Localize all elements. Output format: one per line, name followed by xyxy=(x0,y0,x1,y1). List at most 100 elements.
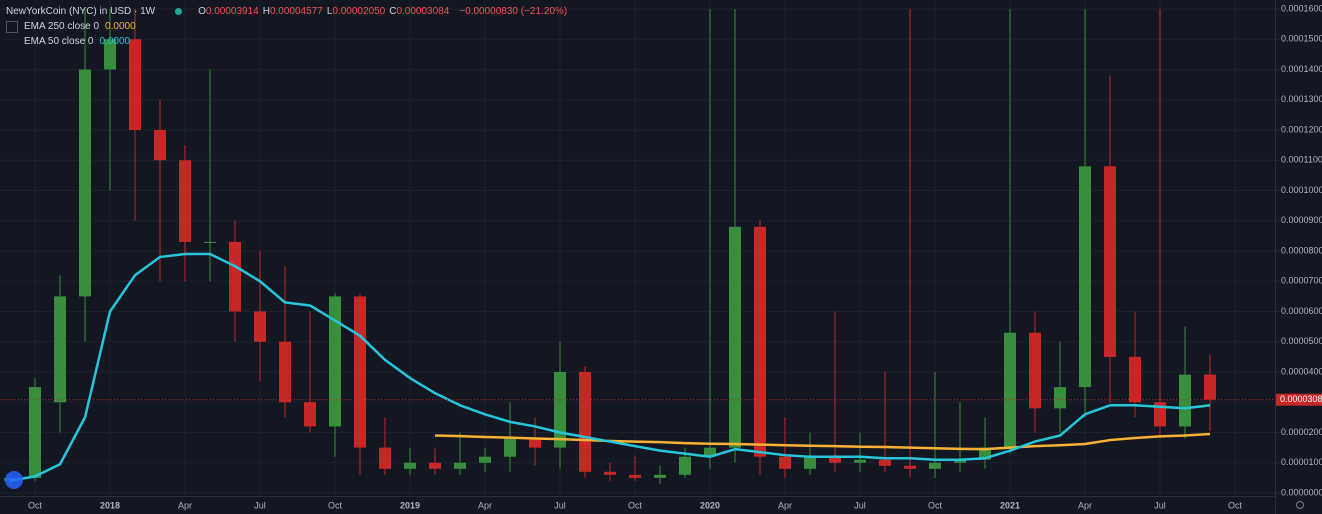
candle-body xyxy=(429,462,441,469)
legend-item: EMA 250 close 0 0.0000 xyxy=(6,19,567,34)
candle-body xyxy=(229,241,241,312)
candle-body xyxy=(529,438,541,448)
ohlc-value: 0.00003084 xyxy=(396,6,450,17)
legend-label: EMA 250 close 0 xyxy=(24,21,100,32)
ohlc: O0.00003914 H0.00004577 L0.00002050 C0.0000… xyxy=(198,4,453,19)
candle-body xyxy=(579,372,591,472)
candle-body xyxy=(1129,356,1141,403)
candle-body xyxy=(679,456,691,475)
ohlc-value: 0.00004577 xyxy=(269,6,323,17)
candle-body xyxy=(279,341,291,403)
x-tick-label: Oct xyxy=(1228,500,1243,510)
candle-body xyxy=(1104,166,1116,357)
settings-icon[interactable] xyxy=(1296,501,1304,509)
legend-label: EMA 50 close 0 xyxy=(24,36,94,47)
candle-body xyxy=(954,459,966,463)
candle-body xyxy=(404,462,416,469)
x-tick-label: Jul xyxy=(554,500,566,510)
x-tick-label: Oct xyxy=(328,500,343,510)
ohlc-value: 0.00002050 xyxy=(332,6,386,17)
candle-body xyxy=(204,241,216,243)
axes: 0.000000000.000010000.000020000.00003000… xyxy=(28,3,1322,510)
candle-body xyxy=(154,130,166,161)
x-tick-label: Apr xyxy=(178,500,192,510)
candle-body xyxy=(1079,166,1091,388)
header-row: NewYorkCoin (NYC) in USD · 1W O0.0000391… xyxy=(6,4,567,19)
ohlc-prefix: C xyxy=(389,6,397,17)
candle-body xyxy=(129,39,141,130)
x-tick-label: Apr xyxy=(778,500,792,510)
price-badge xyxy=(1276,393,1322,406)
candle-body xyxy=(829,456,841,463)
status-dot xyxy=(175,8,183,15)
legend-value: 0.0000 xyxy=(99,36,131,47)
candle-body xyxy=(79,69,91,297)
candle-body xyxy=(629,474,641,478)
candle-body xyxy=(1054,387,1066,409)
candle-body xyxy=(254,311,266,342)
candle-body xyxy=(654,474,666,478)
candle-body xyxy=(454,462,466,469)
x-tick-label: 2018 xyxy=(100,500,120,510)
candle-body xyxy=(179,160,191,242)
candle-body xyxy=(904,465,916,469)
symbol: NewYorkCoin (NYC) in USD · 1W xyxy=(6,6,156,17)
x-tick-label: Oct xyxy=(28,500,43,510)
candle-body xyxy=(304,402,316,427)
candle-body xyxy=(1004,332,1016,448)
candle-body xyxy=(704,447,716,457)
plot xyxy=(0,9,1275,484)
candle-body xyxy=(54,296,66,403)
candle-body xyxy=(854,459,866,463)
candle-body xyxy=(1154,402,1166,427)
legend-toggle xyxy=(6,20,18,33)
change: −0.00000830 (−21.20%) xyxy=(459,6,568,17)
candle-body xyxy=(804,456,816,469)
ema-line xyxy=(434,432,1211,451)
ohlc-prefix: H xyxy=(262,6,270,17)
candle-body xyxy=(504,438,516,457)
candle-body xyxy=(929,462,941,469)
candle-body xyxy=(329,296,341,427)
x-tick-label: Jul xyxy=(1154,500,1166,510)
x-tick-label: Oct xyxy=(628,500,643,510)
candle-body xyxy=(29,387,41,478)
x-tick-label: Apr xyxy=(478,500,492,510)
candle-body xyxy=(604,471,616,475)
candle-body xyxy=(104,39,116,70)
candle-body xyxy=(879,459,891,466)
ohlc-prefix: O xyxy=(198,6,206,17)
logo xyxy=(5,471,23,489)
candle-body xyxy=(554,372,566,448)
y-tick-label: 0.00016000 xyxy=(1281,3,1322,13)
ohlc-prefix: L xyxy=(326,6,333,17)
x-tick-label: Jul xyxy=(254,500,266,510)
x-tick-label: Oct xyxy=(928,500,943,510)
grid xyxy=(0,0,1275,496)
candle-body xyxy=(1204,374,1216,400)
ohlc-value: 0.00003914 xyxy=(205,6,259,17)
x-tick-label: Jul xyxy=(854,500,866,510)
x-tick-label: 2020 xyxy=(700,500,720,510)
legend-value: 0.0000 xyxy=(105,21,136,32)
x-tick-label: 2021 xyxy=(1000,500,1020,510)
candle-body xyxy=(479,456,491,463)
candle-body xyxy=(754,226,766,457)
x-tick-label: 2019 xyxy=(400,500,420,510)
legend: EMA 250 close 0 0.0000 EMA 50 close 0 0.000… xyxy=(6,19,567,49)
